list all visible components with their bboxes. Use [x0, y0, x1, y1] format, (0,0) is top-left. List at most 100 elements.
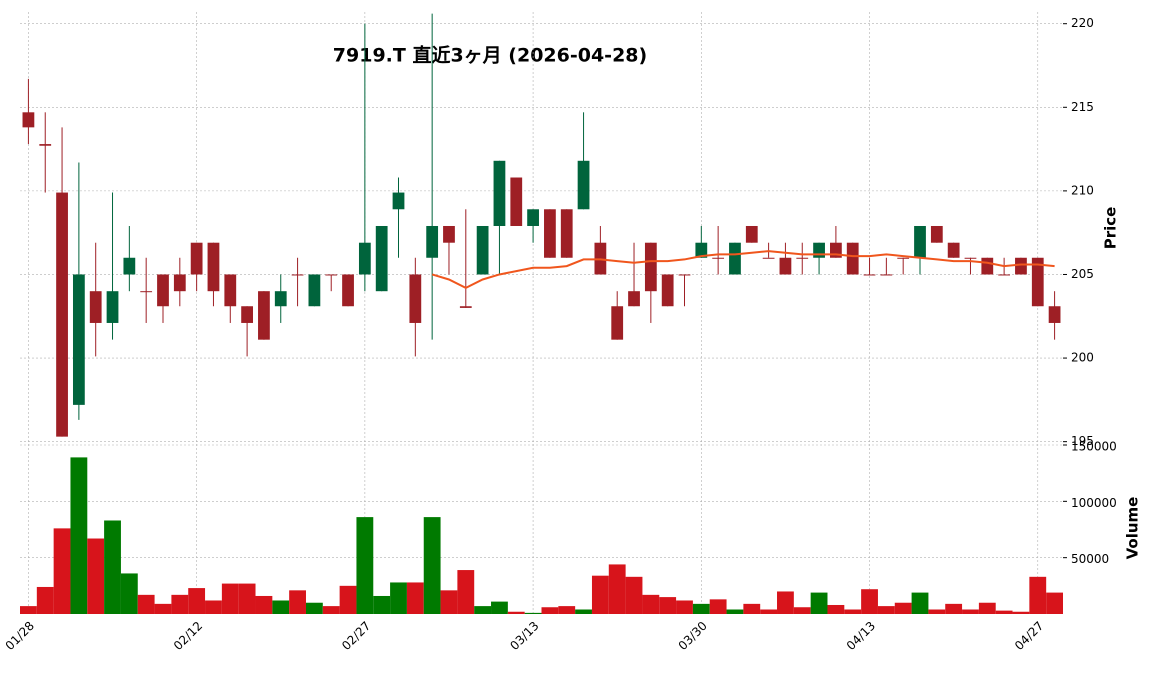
volume-bar	[491, 601, 508, 614]
volume-bar	[558, 606, 576, 614]
volume-bar	[659, 597, 677, 614]
volume-bar	[36, 586, 54, 614]
volume-bar	[322, 606, 340, 614]
candle-body	[1048, 306, 1061, 323]
x-tick-label: 03/13	[507, 619, 541, 653]
volume-bar	[423, 517, 441, 614]
volume-tick-label: 150000	[1071, 440, 1117, 454]
volume-bar	[692, 603, 710, 614]
volume-bar	[524, 612, 542, 614]
volume-bar	[440, 590, 458, 614]
volume-bar	[861, 589, 878, 614]
volume-bar	[507, 611, 525, 614]
volume-bar	[810, 592, 828, 614]
volume-bar	[171, 594, 189, 614]
volume-bar	[777, 591, 794, 614]
candle-body	[729, 242, 741, 275]
candle-body	[459, 306, 472, 308]
volume-bar	[928, 609, 946, 614]
volume-bar	[373, 595, 391, 614]
volume-bar	[995, 610, 1013, 614]
y-tick-label: 220	[1071, 16, 1094, 30]
moving-average-line	[431, 250, 1055, 289]
volume-bar	[575, 609, 592, 614]
candle-body	[190, 242, 203, 275]
volume-bar	[356, 517, 374, 614]
candle-body	[998, 274, 1011, 276]
candle-body	[628, 291, 640, 307]
x-tick-label: 03/30	[676, 619, 710, 653]
candle-body	[544, 209, 556, 258]
candle-body	[157, 274, 169, 307]
candle-body	[106, 291, 119, 323]
candle-body	[426, 225, 439, 258]
volume-bar	[289, 590, 306, 614]
volume-bar	[608, 564, 626, 614]
candle-body	[880, 274, 893, 276]
candle-body	[661, 274, 674, 307]
volume-bar	[911, 592, 929, 614]
volume-bar	[676, 600, 693, 614]
x-tick-label: 04/27	[1012, 619, 1046, 653]
candle-body	[375, 225, 388, 292]
candle-body	[207, 242, 220, 292]
chart-title: 7919.T 直近3ヶ月 (2026-04-28)	[333, 44, 647, 67]
candle-body	[762, 257, 775, 259]
candle-body	[779, 257, 792, 275]
y-tick-label: 200	[1071, 351, 1094, 365]
volume-bar	[1012, 611, 1030, 614]
candle-body	[56, 192, 68, 437]
volume-bar	[642, 594, 660, 614]
volume-bar	[221, 583, 239, 614]
candle-body	[123, 257, 136, 275]
volume-bar	[978, 602, 996, 614]
volume-bar	[87, 538, 105, 614]
x-tick-label: 01/28	[3, 619, 37, 653]
candle-body	[560, 209, 573, 258]
volume-bar	[53, 528, 71, 614]
candle-body	[745, 225, 758, 243]
candle-body	[476, 225, 489, 275]
volume-bar	[154, 603, 172, 614]
candle-body	[308, 274, 321, 307]
x-tick-label: 02/12	[171, 619, 205, 653]
volume-bar	[726, 609, 744, 614]
volume-bar	[743, 603, 761, 614]
candle-body	[678, 274, 691, 276]
candle-body	[897, 257, 910, 259]
candle-body	[291, 274, 304, 276]
candle-body	[863, 274, 876, 276]
candle-body	[39, 144, 52, 146]
candle-body	[358, 242, 371, 275]
y-tick-label: 215	[1071, 100, 1094, 114]
candle-body	[644, 242, 657, 292]
volume-bar	[591, 575, 609, 614]
candle-body	[1015, 257, 1027, 275]
candle-body	[981, 257, 994, 275]
y-tick-label: 210	[1071, 183, 1094, 197]
candle-body	[527, 209, 539, 226]
candle-body	[712, 257, 725, 259]
candle-body	[443, 225, 455, 243]
volume-bar	[962, 609, 979, 614]
volume-bar	[238, 583, 256, 614]
y-tick-label: 195	[1071, 434, 1094, 448]
candle-body	[914, 225, 926, 258]
volume-bar	[625, 576, 643, 614]
candle-body	[813, 242, 825, 258]
candle-body	[846, 242, 859, 275]
volume-bar	[457, 570, 475, 614]
y-tick-label: 205	[1071, 267, 1094, 281]
volume-axis-label: Volume	[1124, 497, 1142, 560]
candle-body	[325, 274, 338, 276]
volume-bar	[894, 602, 912, 614]
candle-body	[1031, 257, 1044, 307]
candle-body	[695, 242, 708, 258]
volume-bar	[793, 607, 811, 614]
candle-body	[947, 242, 960, 258]
volume-bar	[390, 582, 407, 614]
volume-bar	[255, 595, 273, 614]
candle-body	[830, 242, 842, 258]
candle-body	[930, 225, 943, 243]
